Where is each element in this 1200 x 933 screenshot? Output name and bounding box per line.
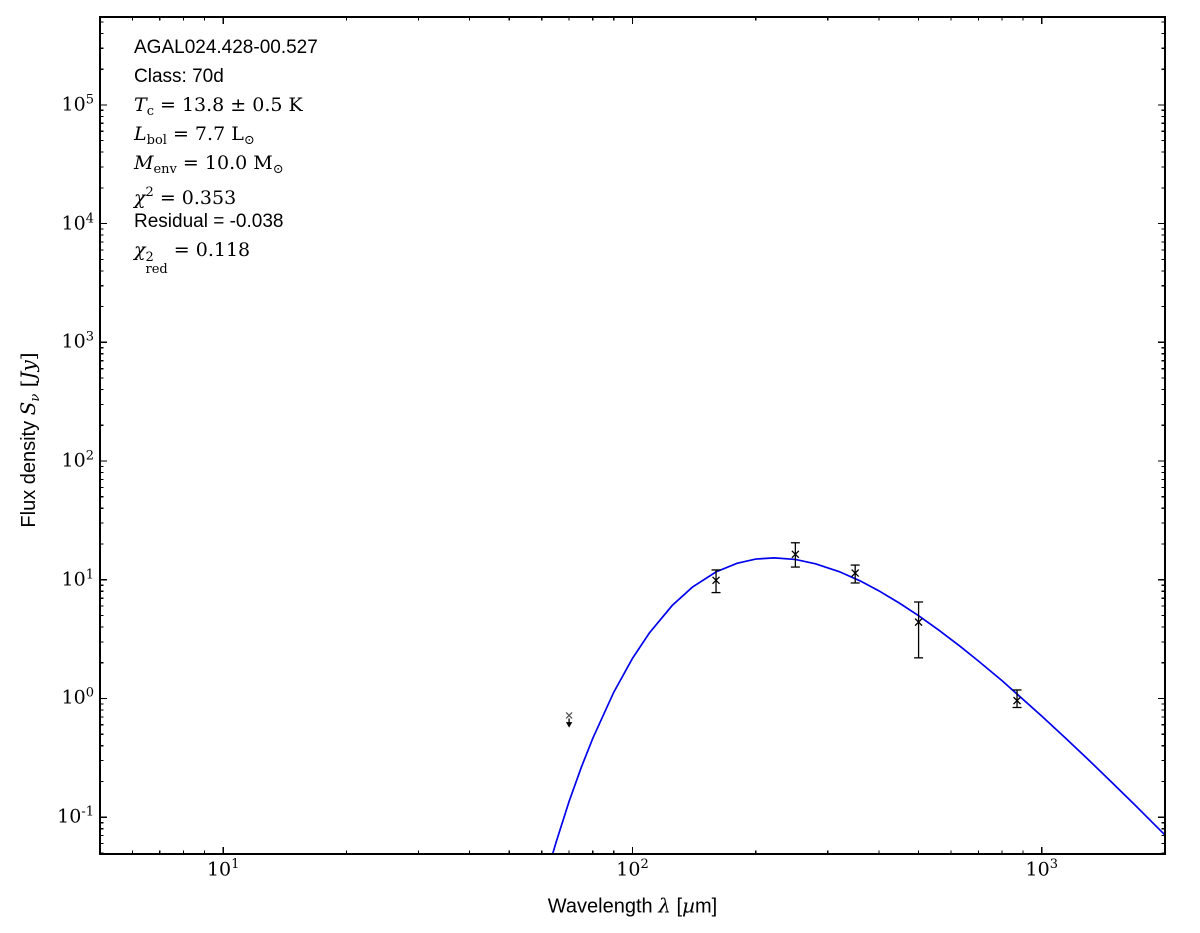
y-tick-label: 100 <box>61 685 94 710</box>
errorbar-point <box>914 601 924 659</box>
annotation-line-residual: Residual = -0.038 <box>134 211 284 232</box>
stacked-sup-sub: 2 red <box>145 250 168 277</box>
annotation-line-temperature: Tc = 13.8 ± 0.5 K <box>134 94 303 119</box>
annotation-line-chi-squared-reduced: χ 2 red = 0.118 <box>134 239 251 277</box>
annotation-line-envelope-mass: Menv = 10.0 M⊙ <box>134 152 284 177</box>
y-tick-label: 101 <box>61 567 94 591</box>
fit-curve <box>551 556 1165 854</box>
errorbar-point <box>790 542 800 568</box>
plot-frame <box>99 16 1166 855</box>
annotation-line-luminosity: Lbol = 7.7 L⊙ <box>134 123 255 148</box>
errorbar-point <box>1012 689 1022 709</box>
upper-limit-point <box>565 711 573 728</box>
fit-parameters-annotation: AGAL024.428-00.527 Class: 70d Tc = 13.8 ± … <box>134 33 318 277</box>
data-points <box>565 542 1022 728</box>
errorbar-point <box>711 569 721 594</box>
y-axis-label: Flux density Sν [Jy] <box>16 352 43 528</box>
y-tick-label: 102 <box>61 448 94 472</box>
x-tick-label: 102 <box>616 857 649 881</box>
x-axis-label: Wavelength λ [µm] <box>547 893 718 918</box>
x-tick-label: 103 <box>1025 857 1059 881</box>
annotation-line-class: Class: 70d <box>134 66 224 87</box>
errorbar-point <box>850 564 860 584</box>
annotation-line-source-name: AGAL024.428-00.527 <box>134 37 318 58</box>
y-tick-label: 103 <box>61 329 94 353</box>
y-tick-label: 105 <box>61 92 94 116</box>
x-tick-label: 101 <box>206 857 240 881</box>
annotation-line-chi-squared: χ2 = 0.353 <box>134 185 237 209</box>
y-tick-label: 104 <box>61 210 94 235</box>
y-tick-label: 10-1 <box>57 804 94 828</box>
